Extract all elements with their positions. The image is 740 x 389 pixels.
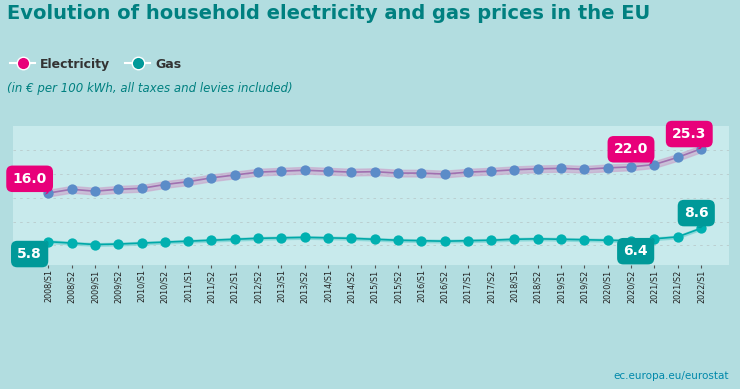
Point: [369, 236, 380, 242]
Point: [508, 166, 520, 173]
Point: [695, 146, 707, 152]
Point: [182, 238, 194, 244]
Point: [602, 237, 613, 244]
Point: [648, 161, 660, 168]
Point: [415, 170, 427, 176]
Point: [229, 236, 240, 242]
Point: [252, 169, 264, 175]
Point: [42, 238, 54, 245]
Point: [555, 236, 567, 242]
Point: [415, 238, 427, 244]
Point: [299, 167, 311, 173]
Point: [369, 168, 380, 175]
Text: 25.3: 25.3: [672, 127, 707, 149]
Point: [672, 154, 684, 161]
Point: [159, 239, 171, 245]
Point: [532, 236, 544, 242]
Point: [346, 235, 357, 242]
Point: [275, 235, 287, 241]
Point: [275, 168, 287, 174]
Point: [648, 236, 660, 242]
Point: [299, 234, 311, 240]
Point: [485, 237, 497, 244]
Text: 8.6: 8.6: [684, 206, 709, 228]
Point: [159, 181, 171, 187]
Point: [695, 225, 707, 231]
Point: [322, 168, 334, 174]
Point: [462, 238, 474, 244]
Point: [439, 238, 451, 244]
Legend: Electricity, Gas: Electricity, Gas: [5, 53, 186, 75]
Point: [555, 165, 567, 172]
Point: [89, 188, 101, 194]
Point: [439, 171, 451, 177]
Point: [579, 166, 591, 172]
Point: [392, 237, 404, 244]
Text: 6.4: 6.4: [623, 237, 655, 258]
Point: [89, 242, 101, 248]
Text: Evolution of household electricity and gas prices in the EU: Evolution of household electricity and g…: [7, 4, 650, 23]
Point: [112, 186, 124, 193]
Point: [602, 165, 613, 171]
Point: [112, 241, 124, 247]
Text: 5.8: 5.8: [17, 240, 49, 261]
Point: [135, 240, 147, 246]
Point: [252, 235, 264, 242]
Point: [508, 236, 520, 242]
Point: [579, 237, 591, 243]
Point: [346, 169, 357, 175]
Point: [462, 169, 474, 175]
Point: [206, 237, 218, 244]
Point: [206, 175, 218, 181]
Point: [485, 168, 497, 174]
Point: [672, 234, 684, 240]
Point: [625, 238, 637, 244]
Text: 16.0: 16.0: [13, 172, 49, 195]
Point: [532, 166, 544, 172]
Text: (in € per 100 kWh, all taxes and levies included): (in € per 100 kWh, all taxes and levies …: [7, 82, 293, 95]
Point: [322, 235, 334, 241]
Text: ec.europa.eu/eurostat: ec.europa.eu/eurostat: [613, 371, 729, 381]
Point: [66, 240, 78, 246]
Point: [392, 170, 404, 176]
Point: [66, 186, 78, 193]
Point: [135, 185, 147, 191]
Point: [625, 164, 637, 170]
Point: [42, 190, 54, 196]
Text: 22.0: 22.0: [613, 142, 653, 165]
Point: [229, 172, 240, 178]
Point: [182, 179, 194, 185]
